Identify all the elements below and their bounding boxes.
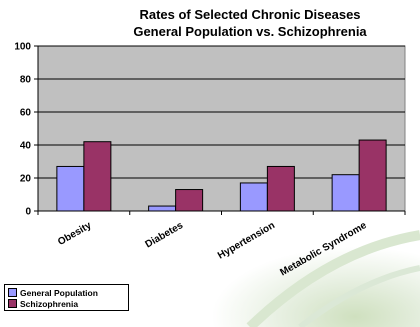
plot-area: 0 20 40 60 80 100 Obesity Diabetes Hypertension M… [14, 42, 406, 279]
legend-swatch-schizophrenia [8, 299, 17, 308]
legend-label-schizophrenia: Schizophrenia [20, 298, 79, 309]
x-tick-label: Diabetes [144, 220, 186, 251]
y-tick-label: 0 [25, 207, 31, 218]
chart-subtitle: General Population vs. Schizophrenia [133, 24, 367, 39]
bar [266, 165, 295, 212]
y-tick-label: 60 [20, 108, 32, 119]
legend-label-general-population: General Population [20, 287, 98, 298]
x-tick-label: Hypertension [216, 220, 277, 261]
y-tick-label: 80 [20, 75, 32, 86]
bar [239, 182, 268, 212]
x-tick-label: Obesity [56, 220, 94, 248]
bar [358, 139, 387, 212]
y-tick-label: 20 [20, 174, 32, 185]
bar [56, 165, 85, 212]
bar [83, 141, 112, 212]
bar [148, 205, 177, 212]
bar [175, 189, 204, 212]
y-tick-label: 100 [14, 42, 31, 53]
legend-item-schizophrenia: Schizophrenia [8, 298, 125, 309]
y-tick-label: 40 [20, 141, 32, 152]
chart-title: Rates of Selected Chronic Diseases [139, 7, 360, 22]
legend-swatch-general-population [8, 288, 17, 297]
x-tick-label: Metabolic Syndrome [278, 220, 369, 279]
legend-item-general-population: General Population [8, 287, 125, 298]
bar [331, 174, 360, 212]
legend: General Population Schizophrenia [4, 284, 129, 311]
